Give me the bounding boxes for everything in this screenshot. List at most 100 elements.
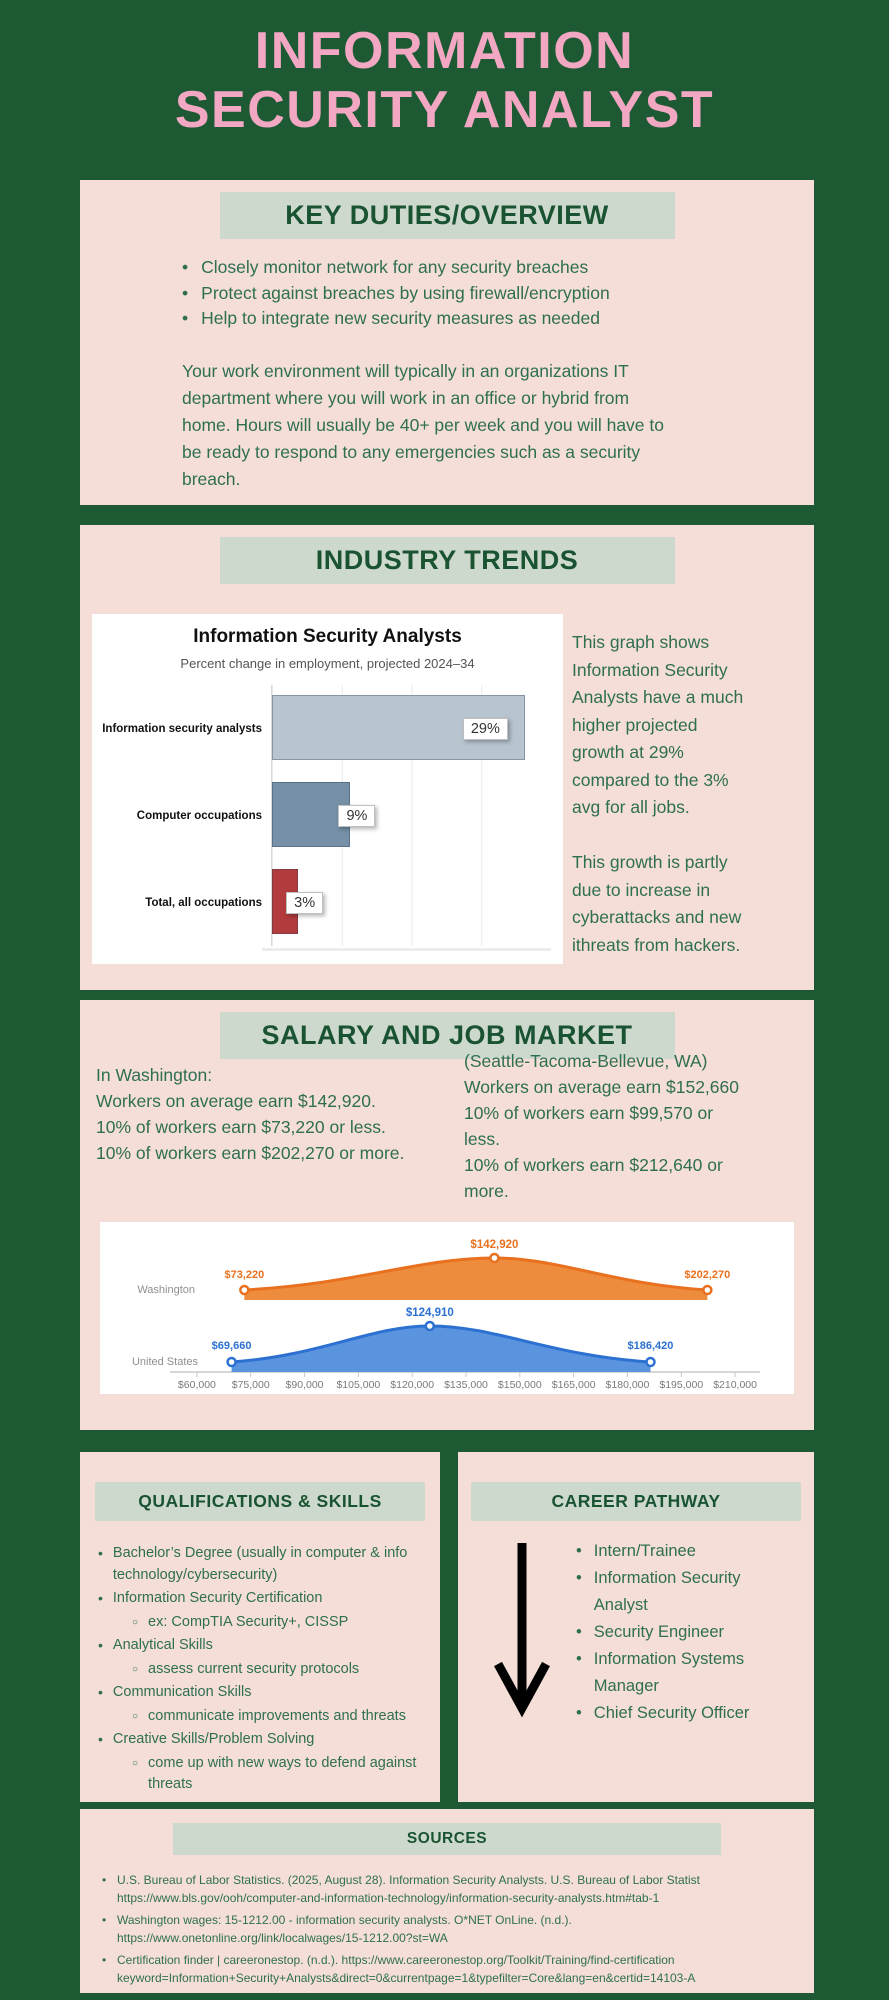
p10-label: $69,660 — [212, 1340, 252, 1352]
salary-distribution-chart: $60,000 $75,000 $90,000 $105,000 $120,000 $13… — [100, 1222, 794, 1394]
source-citation: Washington wages: 15-1212.00 - informati… — [117, 1913, 572, 1927]
sources-heading: SOURCES — [173, 1823, 721, 1855]
list-item: • Information Systems Manager — [576, 1646, 781, 1700]
bar-value-label: 29% — [462, 717, 508, 740]
median-label: $124,910 — [406, 1307, 454, 1319]
qualification-text: Creative Skills/Problem Solving — [112, 1731, 315, 1747]
circle-bullet-icon: ○ — [132, 1663, 139, 1675]
qualifications-list: • Bachelor’s Degree (usually in computer … — [98, 1543, 430, 1796]
bar-track: 9% — [271, 772, 551, 859]
page-title-line1: INFORMATION — [254, 22, 635, 80]
career-step-text: Intern/Trainee — [593, 1542, 696, 1560]
career-pathway-heading: CAREER PATHWAY — [471, 1482, 801, 1521]
sources-panel: SOURCES • U.S. Bureau of Labor Statistic… — [80, 1809, 814, 1993]
career-step-text: Information Security Analyst — [593, 1569, 741, 1614]
x-axis-tick-label: $60,000 — [178, 1379, 216, 1391]
qualification-text: assess current security protocols — [148, 1660, 360, 1677]
distribution-area-1 — [231, 1326, 651, 1372]
data-point-marker — [424, 1320, 436, 1332]
list-item: ○ communicate improvements and threats — [98, 1706, 430, 1728]
p10-label: $73,220 — [224, 1269, 264, 1281]
sources-list: • U.S. Bureau of Labor Statistics. (2025… — [102, 1871, 798, 1987]
list-item: ○ assess current security protocols — [98, 1659, 430, 1681]
x-axis-tick-label: $180,000 — [606, 1379, 650, 1391]
page-title-line2: SECURITY ANALYST — [174, 81, 715, 139]
qualification-text: Analytical Skills — [112, 1637, 213, 1653]
source-citation: U.S. Bureau of Labor Statistics. (2025, … — [117, 1873, 700, 1887]
data-point-marker — [226, 1356, 237, 1368]
bar-category-label: Total, all occupations — [145, 896, 262, 909]
list-item: • Analytical Skills — [98, 1635, 430, 1657]
chart-baseline — [262, 948, 551, 951]
qualification-text: communicate improvements and threats — [148, 1707, 406, 1724]
list-item: • Intern/Trainee — [576, 1538, 781, 1565]
industry-trends-panel: INDUSTRY TRENDS Information Security Ana… — [80, 525, 814, 990]
source-text: Washington wages: 15-1212.00 - informati… — [117, 1911, 798, 1947]
list-item: • Closely monitor network for any securit… — [182, 255, 784, 281]
list-item: ○ come up with new ways to defend against… — [98, 1753, 430, 1796]
career-step-text: Security Engineer — [593, 1623, 725, 1641]
list-item: ○ ex: CompTIA Security+, CISSP — [98, 1612, 430, 1634]
career-step-text: Chief Security Officer — [593, 1704, 750, 1722]
bullet-icon: • — [182, 257, 189, 277]
qualification-text: ex: CompTIA Security+, CISSP — [148, 1613, 349, 1630]
industry-trends-commentary: This graph shows Information Security An… — [572, 632, 744, 955]
qualifications-panel: QUALIFICATIONS & SKILLS • Bachelor’s Degr… — [80, 1452, 440, 1802]
bar-row: Computer occupations 9% — [92, 772, 551, 859]
list-item: • Information Security Certification — [98, 1588, 430, 1610]
bullet-icon: • — [576, 1650, 582, 1668]
bullet-icon: • — [98, 1684, 103, 1700]
bullet-icon: • — [98, 1731, 103, 1747]
median-label: $142,920 — [470, 1239, 518, 1251]
bar-category-label: Computer occupations — [136, 809, 262, 822]
data-point-marker — [239, 1284, 250, 1296]
bullet-icon: • — [576, 1704, 582, 1722]
career-step-text: Information Systems Manager — [593, 1650, 745, 1695]
duty-text: Closely monitor network for any security… — [201, 257, 589, 277]
bar-category-label: Information security analysts — [102, 722, 262, 735]
chart-subtitle: Percent change in employment, projected … — [180, 656, 475, 671]
p90-label: $202,270 — [684, 1269, 730, 1281]
salary-distribution-svg: $60,000 $75,000 $90,000 $105,000 $120,000 $13… — [132, 1239, 760, 1391]
list-item: • Protect against breaches by using firew… — [182, 281, 784, 307]
career-pathway-list: • Intern/Trainee • Information Security An… — [576, 1538, 781, 1727]
list-item: • Creative Skills/Problem Solving — [98, 1729, 430, 1751]
bullet-icon: • — [102, 1953, 107, 1967]
key-duties-heading: KEY DUTIES/OVERVIEW — [219, 192, 675, 239]
key-duties-list: • Closely monitor network for any securit… — [182, 255, 784, 332]
data-point-marker — [645, 1356, 656, 1368]
data-point-marker — [489, 1252, 500, 1264]
circle-bullet-icon: ○ — [132, 1616, 139, 1628]
source-item: • Washington wages: 15-1212.00 - informa… — [102, 1911, 798, 1947]
distribution-area-0 — [244, 1258, 708, 1300]
circle-bullet-icon: ○ — [132, 1757, 139, 1769]
list-item: • Bachelor’s Degree (usually in computer … — [98, 1543, 430, 1586]
bullet-icon: • — [576, 1542, 582, 1560]
x-axis-tick-label: $210,000 — [713, 1379, 757, 1391]
bullet-icon: • — [98, 1590, 103, 1606]
qualification-text: Communication Skills — [112, 1684, 252, 1700]
x-axis-tick-label: $120,000 — [390, 1379, 434, 1391]
bullet-icon: • — [576, 1623, 582, 1641]
down-arrow-icon — [494, 1543, 550, 1718]
source-text: U.S. Bureau of Labor Statistics. (2025, … — [117, 1871, 798, 1907]
bar-track: 3% — [271, 859, 551, 946]
bullet-icon: • — [182, 282, 189, 303]
bullet-icon: • — [102, 1913, 107, 1927]
salary-heading: SALARY AND JOB MARKET — [219, 1012, 675, 1059]
source-url: keyword=Information+Security+Analysts&di… — [117, 1971, 696, 1985]
bar-track: 29% — [271, 685, 551, 772]
source-url: https://www.onetonline.org/link/localwag… — [117, 1931, 448, 1945]
employment-growth-chart: Information Security Analysts Percent ch… — [92, 614, 563, 964]
duty-text: Help to integrate new security measures … — [201, 308, 600, 328]
series-row-label: Washington — [137, 1284, 195, 1296]
duty-text: Protect against breaches by using firewa… — [201, 282, 610, 303]
list-item: • Help to integrate new security measures… — [182, 306, 784, 332]
p90-label: $186,420 — [628, 1340, 674, 1352]
employment-growth-rows: Information security analysts 29% Computer… — [92, 685, 551, 946]
x-axis-tick-label: $75,000 — [232, 1379, 270, 1391]
bullet-icon: • — [576, 1569, 582, 1587]
source-item: • U.S. Bureau of Labor Statistics. (2025… — [102, 1871, 798, 1907]
source-citation: Certification finder | careeronestop. (n… — [117, 1953, 675, 1967]
